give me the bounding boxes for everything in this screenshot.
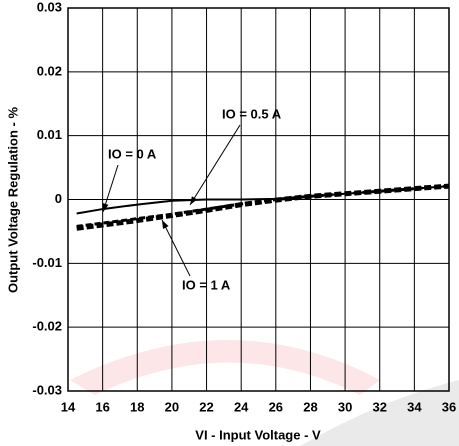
x-tick-label: 36 (442, 399, 456, 414)
x-tick-label: 30 (338, 399, 352, 414)
annotation-arrow (161, 219, 191, 277)
y-tick-label: 0.02 (37, 63, 62, 78)
arrow-head (190, 196, 198, 205)
series-line (76, 183, 450, 231)
y-tick-label: 0.01 (37, 127, 62, 142)
y-tick-label: -0.03 (32, 382, 62, 397)
x-tick-label: 24 (234, 399, 249, 414)
x-tick-label: 14 (61, 399, 76, 414)
x-tick-label: 16 (95, 399, 109, 414)
arrow-head (102, 203, 109, 212)
y-tick-label: -0.01 (32, 255, 62, 270)
watermark (70, 340, 380, 395)
series-label: IO = 0.5 A (222, 106, 282, 121)
x-tick-label: 22 (199, 399, 213, 414)
x-tick-label: 18 (130, 399, 144, 414)
x-tick-label: 34 (407, 399, 422, 414)
y-tick-label: 0.03 (37, 0, 62, 14)
plot-frame (67, 7, 450, 392)
series-label: IO = 1 A (182, 277, 231, 292)
x-tick-label: 20 (165, 399, 179, 414)
y-axis-label: Output Voltage Regulation - % (5, 107, 20, 294)
series-label: IO = 0 A (108, 146, 157, 161)
x-tick-label: 32 (372, 399, 386, 414)
x-tick-label: 28 (303, 399, 317, 414)
arrow-head (162, 220, 169, 229)
x-tick-label: 26 (269, 399, 283, 414)
x-axis-label: VI - Input Voltage - V (195, 427, 321, 442)
annotation-arrow (189, 124, 241, 206)
y-tick-label: 0 (55, 191, 62, 206)
y-tick-label: -0.02 (32, 319, 62, 334)
watermark (300, 380, 459, 446)
